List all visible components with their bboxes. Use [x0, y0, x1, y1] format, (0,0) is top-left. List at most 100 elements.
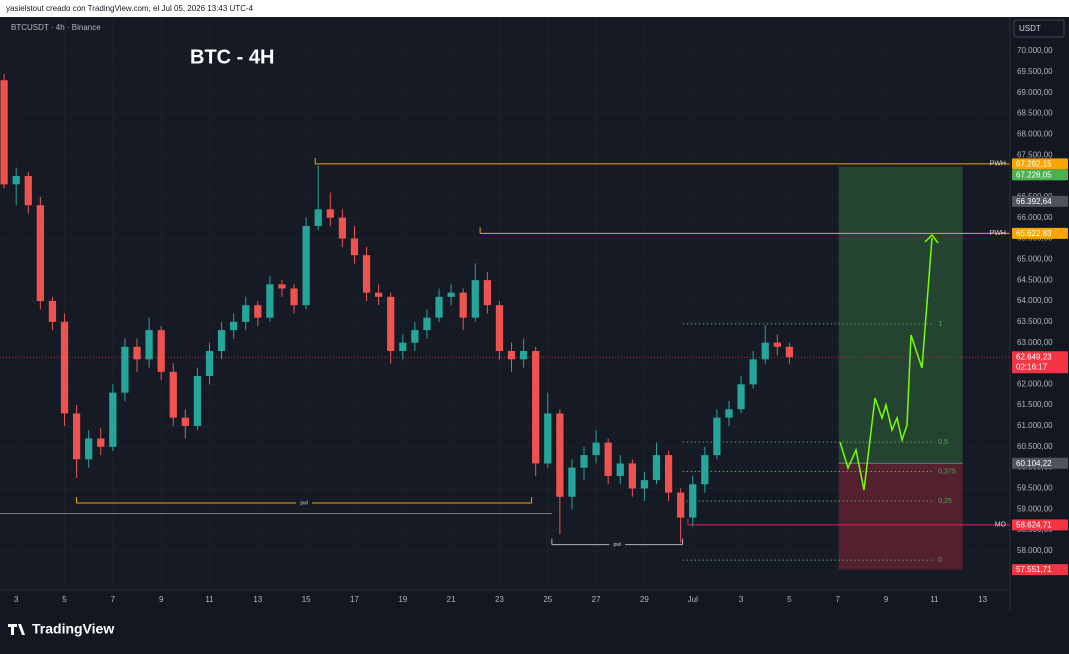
candle-body	[471, 280, 479, 318]
x-tick-label: 7	[111, 595, 116, 604]
candle-body	[423, 317, 431, 331]
candle-body	[640, 480, 649, 489]
candle-body	[737, 384, 745, 410]
level-label-box	[296, 499, 313, 508]
candle-body	[181, 417, 189, 426]
x-tick-label: 5	[62, 595, 67, 604]
candle-body	[725, 409, 733, 418]
price-label-box	[1012, 158, 1068, 170]
x-tick-label: 23	[495, 595, 504, 604]
price-label: 66.392,64	[1016, 197, 1052, 206]
currency-box[interactable]	[1013, 19, 1065, 38]
candle-body	[230, 321, 238, 331]
candle-body	[85, 438, 93, 460]
x-tick-label: 11	[930, 595, 939, 604]
price-label-box	[1012, 457, 1068, 469]
y-tick-label: 67.500,00	[1017, 150, 1053, 159]
x-tick-label: 27	[592, 595, 601, 604]
y-tick-label: 65.000,00	[1017, 254, 1053, 263]
candle-body	[314, 209, 322, 227]
candle-body	[375, 292, 383, 297]
price-label: 67.228,05	[1016, 170, 1052, 179]
candle-body	[145, 330, 153, 360]
countdown: 02:16:17	[1016, 362, 1048, 371]
candle-body	[205, 350, 214, 376]
candle-body	[97, 438, 105, 447]
x-tick-label: 11	[205, 595, 214, 604]
candle-body	[616, 463, 624, 476]
x-tick-label: 13	[978, 595, 987, 604]
candle-body	[435, 296, 443, 318]
y-tick-label: 60.500,00	[1017, 442, 1053, 451]
price-label: 57.551,71	[1016, 565, 1052, 574]
profit-zone	[838, 166, 963, 464]
x-tick-label: 15	[302, 595, 311, 604]
candle-body	[254, 305, 262, 318]
candle-body	[568, 467, 576, 497]
candle-body	[217, 330, 226, 351]
candle-body	[713, 417, 721, 456]
candle-body	[399, 342, 407, 351]
y-tick-label: 61.000,00	[1017, 421, 1053, 430]
loss-zone	[838, 463, 963, 570]
x-tick-label: 5	[787, 595, 792, 604]
candle-body	[544, 413, 552, 464]
y-tick-label: 61.500,00	[1017, 400, 1053, 409]
candle-body	[387, 296, 395, 351]
candle-body	[157, 330, 165, 372]
level-label: pwl	[613, 542, 621, 548]
candle-body	[592, 442, 600, 456]
candle-body	[652, 455, 661, 481]
price-label-box	[1012, 564, 1068, 576]
candle-body	[785, 346, 794, 358]
candle-body	[532, 350, 540, 464]
x-tick-label: 29	[640, 595, 649, 604]
candle-body	[60, 321, 69, 414]
x-tick-label: 13	[253, 595, 262, 604]
currency[interactable]: USDT	[1019, 24, 1041, 33]
fib-label: 1	[938, 321, 942, 328]
x-tick-label: 9	[159, 595, 164, 604]
x-tick-label: 17	[350, 595, 359, 604]
candle-body	[278, 284, 286, 289]
y-tick-label: 59.500,00	[1017, 484, 1053, 493]
candle-body	[580, 455, 588, 468]
price-label-box	[1012, 169, 1068, 181]
fib-label: 0,375	[938, 468, 956, 475]
y-tick-label: 58.000,00	[1017, 546, 1053, 555]
x-tick-label: 9	[884, 595, 889, 604]
y-tick-label: 68.500,00	[1017, 109, 1053, 118]
x-tick-label: 25	[543, 595, 552, 604]
candle-body	[302, 226, 310, 306]
header-text: yasielstout creado con TradingView.com, …	[6, 4, 254, 13]
candle-body	[604, 442, 612, 476]
logo-icon	[8, 624, 25, 635]
y-tick-label: 63.000,00	[1017, 338, 1053, 347]
candle-body	[556, 413, 564, 497]
projection-arrow	[924, 233, 939, 244]
candle-body	[0, 80, 8, 185]
candle-body	[242, 305, 250, 322]
x-tick-label: 3	[739, 595, 744, 604]
candle-body	[507, 350, 516, 360]
level-label-box	[609, 540, 626, 549]
candle-body	[24, 176, 32, 206]
candle-body	[749, 359, 757, 385]
candle-body	[362, 255, 371, 293]
candle-body	[326, 209, 334, 218]
candle-body	[773, 342, 781, 347]
level-label: PWH	[990, 161, 1006, 168]
y-tick-label: 70.000,00	[1017, 46, 1053, 55]
level-label: PWH	[990, 230, 1006, 237]
candle-body	[338, 217, 347, 239]
y-tick-label: 66.000,00	[1017, 213, 1053, 222]
brand-name: TradingView	[32, 621, 114, 637]
candle-body	[72, 413, 81, 460]
y-tick-label: 64.000,00	[1017, 296, 1053, 305]
price-label: 67.292,15	[1016, 159, 1052, 168]
price-label-box	[1012, 519, 1068, 531]
x-tick-label: 7	[835, 595, 840, 604]
level-label: MO	[995, 522, 1007, 529]
